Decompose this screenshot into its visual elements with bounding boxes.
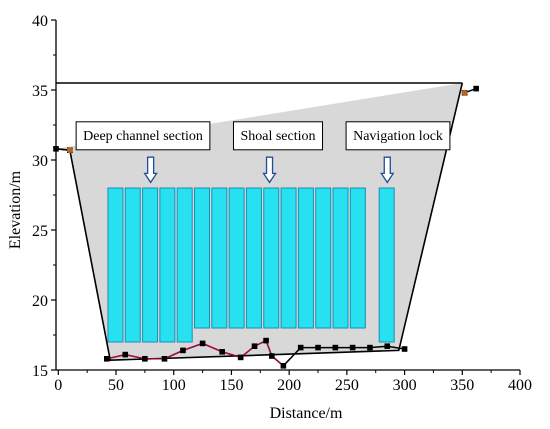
y-tick-label-35: 35 [32,83,48,100]
riverbed-point-16 [349,344,356,351]
pillar-15 [349,187,366,329]
bank-marker-2 [461,89,468,96]
pillar-8 [228,187,245,329]
riverbed-point-17 [367,344,373,351]
profile-lines-layer [53,85,479,369]
section-box-1 [75,121,211,151]
riverbed-point-5 [180,347,186,354]
pillar-16 [378,187,395,343]
pillar-4 [159,187,176,343]
pillar-12 [297,187,314,329]
riverbed-point-4 [161,356,168,362]
section-labels-layer: Deep channel section Shoal section Navigat… [75,121,451,184]
riverbed-point-11 [269,353,275,359]
riverbed-point-14 [315,344,321,351]
riverbed-point-1 [103,356,110,362]
section-box-3 [345,121,451,151]
riverbed-point-19 [401,346,408,352]
section-box-2 [232,121,324,151]
x-tick-label-350: 350 [450,377,474,394]
x-tick-label-250: 250 [335,377,359,394]
section-arrow-2 [262,156,277,184]
pillar-14 [332,187,349,329]
riverbed-point-2 [122,351,129,358]
pillar-7 [211,187,228,329]
pillar-13 [315,187,332,329]
riverbed-point-13 [297,344,304,351]
y-tick-label-25: 25 [32,223,48,240]
y-tick-label-20: 20 [32,293,48,310]
x-axis-label: Distance/m [270,405,343,422]
pillar-3 [142,187,159,343]
y-tick-label-30: 30 [32,153,48,170]
section-label-2: Shoal section [240,129,315,144]
x-tick-label-0: 0 [54,377,62,394]
pillar-6 [194,187,211,329]
y-axis-label: Elevation/m [7,170,24,249]
section-arrow-1 [143,156,158,184]
riverbed-point-10 [263,337,269,344]
x-tick-label-50: 50 [108,377,124,394]
riverbed-point-3 [142,356,148,362]
y-tick-label-40: 40 [32,13,48,30]
pillar-11 [280,187,297,329]
riverbed-point-7 [219,349,226,355]
axes-layer: 0 50 100 150 200 250 300 350 400 15 20 25 30 35 40 [32,13,532,394]
riverbed-point-9 [251,343,258,349]
x-tick-label-150: 150 [219,377,243,394]
riverbed-point-12 [280,363,287,369]
pillars-layer [107,187,395,343]
riverbed-point-18 [384,343,391,349]
bank-point-4 [473,85,479,92]
x-tick-label-300: 300 [393,377,417,394]
y-tick-label-15: 15 [32,363,48,380]
section-arrow-3 [380,156,395,184]
pillar-9 [245,187,262,329]
riverbed-point-8 [237,354,244,361]
riverbed-point-6 [199,340,206,347]
pillar-1 [107,187,124,343]
section-label-1: Deep channel section [83,129,203,144]
x-tick-label-200: 200 [277,377,301,394]
pillar-5 [176,187,193,343]
pillar-2 [124,187,141,343]
bank-marker-1 [66,147,73,154]
section-label-3: Navigation lock [353,129,443,144]
x-tick-label-400: 400 [508,377,532,394]
riverbed-point-15 [332,344,339,351]
x-tick-label-100: 100 [162,377,186,394]
pillar-10 [263,187,280,329]
